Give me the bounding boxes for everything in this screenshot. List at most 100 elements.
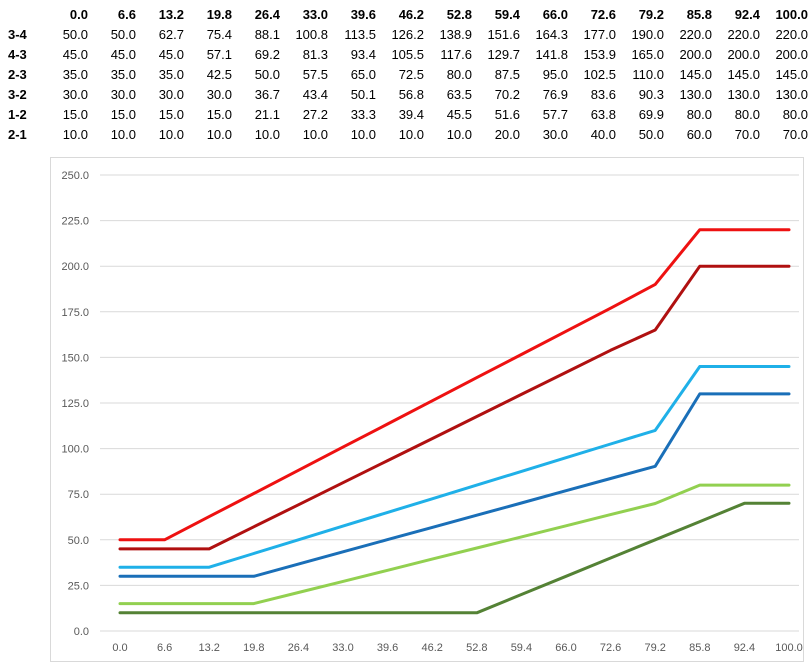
- table-cell: 50.0: [110, 26, 136, 42]
- y-tick-label: 125.0: [61, 398, 89, 410]
- table-cell: 70.0: [734, 126, 760, 142]
- table-cell: 10.0: [206, 126, 232, 142]
- series-line-2-3: [118, 365, 791, 569]
- table-cell: 76.9: [542, 86, 568, 102]
- table-cell: 36.7: [254, 86, 280, 102]
- table-cell: 50.0: [62, 26, 88, 42]
- table-cell: 100.8: [295, 26, 328, 42]
- y-tick-label: 175.0: [61, 307, 89, 319]
- table-cell: 75.4: [206, 26, 232, 42]
- y-tick-label: 75.0: [68, 489, 89, 501]
- table-cell: 63.5: [446, 86, 472, 102]
- table-cell: 39.4: [398, 106, 424, 122]
- table-cell: 30.0: [542, 126, 568, 142]
- table-cell: 70.2: [494, 86, 520, 102]
- table-row: 2-3 35.0 35.0 35.0 42.5 50.0 57.5 65.0 72.5 80.0 8…: [0, 64, 812, 84]
- table-cell: 80.0: [782, 106, 808, 122]
- table-cell: 30.0: [62, 86, 88, 102]
- table-cell: 33.3: [350, 106, 376, 122]
- table-cell: 126.2: [391, 26, 424, 42]
- table-cell: 69.2: [254, 46, 280, 62]
- x-tick-label: 92.4: [734, 642, 755, 654]
- column-header: 52.8: [446, 6, 472, 22]
- table-cell: 45.0: [110, 46, 136, 62]
- table-cell: 50.0: [254, 66, 280, 82]
- table-cell: 177.0: [583, 26, 616, 42]
- y-tick-label: 0.0: [74, 626, 89, 638]
- table-cell: 45.0: [158, 46, 184, 62]
- table-cell: 130.0: [679, 86, 712, 102]
- table-cell: 40.0: [590, 126, 616, 142]
- table-cell: 220.0: [727, 26, 760, 42]
- column-header: 46.2: [398, 6, 424, 22]
- y-tick-label: 100.0: [61, 444, 89, 456]
- table-cell: 220.0: [679, 26, 712, 42]
- table-cell: 130.0: [727, 86, 760, 102]
- row-label: 2-1: [8, 126, 27, 142]
- table-cell: 80.0: [686, 106, 712, 122]
- series-line-3-4: [118, 228, 791, 542]
- table-cell: 57.1: [206, 46, 232, 62]
- table-row: 1-2 15.0 15.0 15.0 15.0 21.1 27.2 33.3 39.4 45.5 5…: [0, 104, 812, 124]
- table-cell: 10.0: [110, 126, 136, 142]
- column-header: 13.2: [158, 6, 184, 22]
- y-tick-label: 150.0: [61, 352, 89, 364]
- series-line-1-2: [118, 483, 791, 606]
- table-cell: 56.8: [398, 86, 424, 102]
- x-tick-label: 79.2: [644, 642, 665, 654]
- x-tick-label: 66.0: [555, 642, 576, 654]
- table-cell: 50.0: [638, 126, 664, 142]
- table-row: 2-1 10.0 10.0 10.0 10.0 10.0 10.0 10.0 10.0 10.0 2…: [0, 124, 812, 144]
- table-cell: 35.0: [62, 66, 88, 82]
- table-corner-cell: [0, 0, 44, 24]
- table-cell: 15.0: [158, 106, 184, 122]
- table-cell: 110.0: [632, 66, 664, 82]
- column-header: 6.6: [117, 6, 136, 22]
- table-cell: 90.3: [638, 86, 664, 102]
- x-tick-label: 19.8: [243, 642, 264, 654]
- table-cell: 63.8: [590, 106, 616, 122]
- column-header: 66.0: [542, 6, 568, 22]
- x-tick-label: 39.6: [377, 642, 398, 654]
- column-header: 39.6: [350, 6, 376, 22]
- table-cell: 10.0: [446, 126, 472, 142]
- column-header: 26.4: [254, 6, 280, 22]
- table-cell: 10.0: [350, 126, 376, 142]
- column-header: 33.0: [302, 6, 328, 22]
- table-cell: 15.0: [206, 106, 232, 122]
- table-cell: 15.0: [110, 106, 136, 122]
- table-cell: 141.8: [535, 46, 568, 62]
- column-header: 100.0: [775, 6, 808, 22]
- table-cell: 200.0: [775, 46, 808, 62]
- table-row: 3-2 30.0 30.0 30.0 30.0 36.7 43.4 50.1 56.8 63.5 7…: [0, 84, 812, 104]
- table-cell: 145.0: [775, 66, 808, 82]
- table-cell: 62.7: [158, 26, 184, 42]
- table-cell: 65.0: [350, 66, 376, 82]
- y-tick-label: 50.0: [68, 535, 89, 547]
- row-label: 3-4: [8, 26, 27, 42]
- table-cell: 200.0: [727, 46, 760, 62]
- table-cell: 27.2: [302, 106, 328, 122]
- table-cell: 138.9: [439, 26, 472, 42]
- column-header: 92.4: [734, 6, 760, 22]
- y-tick-label: 25.0: [68, 580, 89, 592]
- table-cell: 165.0: [631, 46, 664, 62]
- table-cell: 102.5: [583, 66, 616, 82]
- x-tick-label: 6.6: [157, 642, 172, 654]
- table-cell: 164.3: [535, 26, 568, 42]
- table-cell: 83.6: [590, 86, 616, 102]
- data-table: 0.0 6.6 13.2 19.8 26.4 33.0 39.6 46.2 52.8 59.4 66…: [0, 0, 812, 144]
- table-cell: 153.9: [583, 46, 616, 62]
- series-line-4-3: [118, 264, 791, 551]
- x-tick-label: 52.8: [466, 642, 487, 654]
- x-tick-label: 46.2: [421, 642, 442, 654]
- table-cell: 190.0: [631, 26, 664, 42]
- column-header: 59.4: [494, 6, 520, 22]
- table-cell: 10.0: [158, 126, 184, 142]
- table-cell: 200.0: [679, 46, 712, 62]
- table-cell: 60.0: [686, 126, 712, 142]
- table-cell: 30.0: [158, 86, 184, 102]
- table-cell: 117.6: [440, 46, 472, 62]
- table-cell: 35.0: [110, 66, 136, 82]
- table-cell: 69.9: [638, 106, 664, 122]
